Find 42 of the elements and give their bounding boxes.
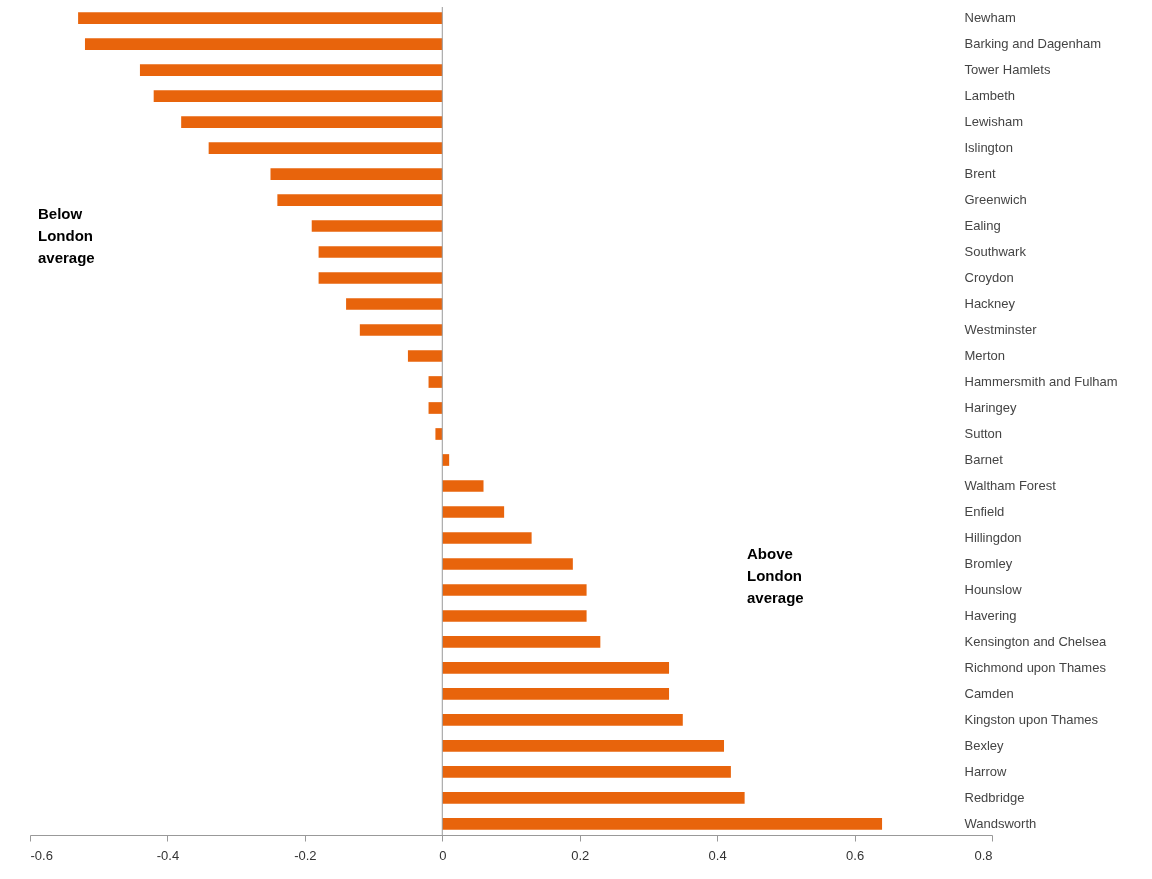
x-tick-label: 0.8	[974, 847, 993, 863]
x-tick-label: -0.4	[156, 847, 180, 863]
y-tick-label: Richmond upon Thames	[964, 659, 1107, 675]
y-tick-label: Bromley	[964, 555, 1013, 571]
y-tick-label: Kingston upon Thames	[964, 711, 1099, 727]
y-tick-label: Brent	[964, 166, 996, 182]
y-tick-label: Islington	[964, 140, 1013, 156]
y-tick-label: Camden	[964, 685, 1014, 701]
x-tick-label: 0.2	[571, 847, 590, 863]
x-tick-label: -0.2	[294, 847, 317, 863]
y-tick-label: Redbridge	[964, 789, 1025, 805]
y-tick-label: Bexley	[964, 737, 1005, 753]
y-tick-label: Lambeth	[964, 88, 1016, 104]
y-tick-label: Hackney	[964, 296, 1016, 312]
annotation: Below London average	[38, 205, 95, 266]
y-tick-label: Ealing	[964, 218, 1001, 234]
y-tick-label: Sutton	[964, 426, 1003, 441]
x-tick-label: 0.6	[846, 847, 865, 863]
y-tick-label: Hounslow	[964, 581, 1023, 597]
y-tick-label: Harrow	[964, 763, 1008, 779]
y-tick-label: Kensington and Chelsea	[964, 633, 1107, 649]
y-tick-label: Hillingdon	[964, 529, 1022, 545]
y-tick-label: Hammersmith and Fulham	[964, 374, 1118, 389]
y-tick-label: Tower Hamlets	[964, 62, 1051, 78]
y-tick-label: Lewisham	[964, 114, 1024, 130]
y-tick-label: Southwark	[964, 244, 1027, 260]
x-tick-label: 0.4	[708, 847, 727, 863]
x-tick-label: 0	[439, 847, 447, 863]
y-tick-label: Enfield	[964, 503, 1005, 519]
y-tick-label: Westminster	[964, 322, 1038, 338]
y-tick-label: Haringey	[964, 400, 1018, 415]
y-tick-label: Croydon	[964, 270, 1014, 286]
y-tick-label: Barnet	[964, 452, 1004, 467]
annotation: Above London average	[747, 545, 804, 606]
y-tick-label: Barking and Dagenham	[964, 36, 1102, 52]
y-tick-label: Waltham Forest	[964, 477, 1057, 493]
x-tick-label: -0.6	[30, 847, 53, 863]
y-tick-label: Havering	[964, 607, 1017, 623]
y-tick-label: Greenwich	[964, 192, 1027, 208]
y-tick-label: Wandsworth	[964, 815, 1037, 831]
y-tick-label: Newham	[964, 10, 1016, 26]
y-tick-label: Merton	[964, 348, 1005, 364]
